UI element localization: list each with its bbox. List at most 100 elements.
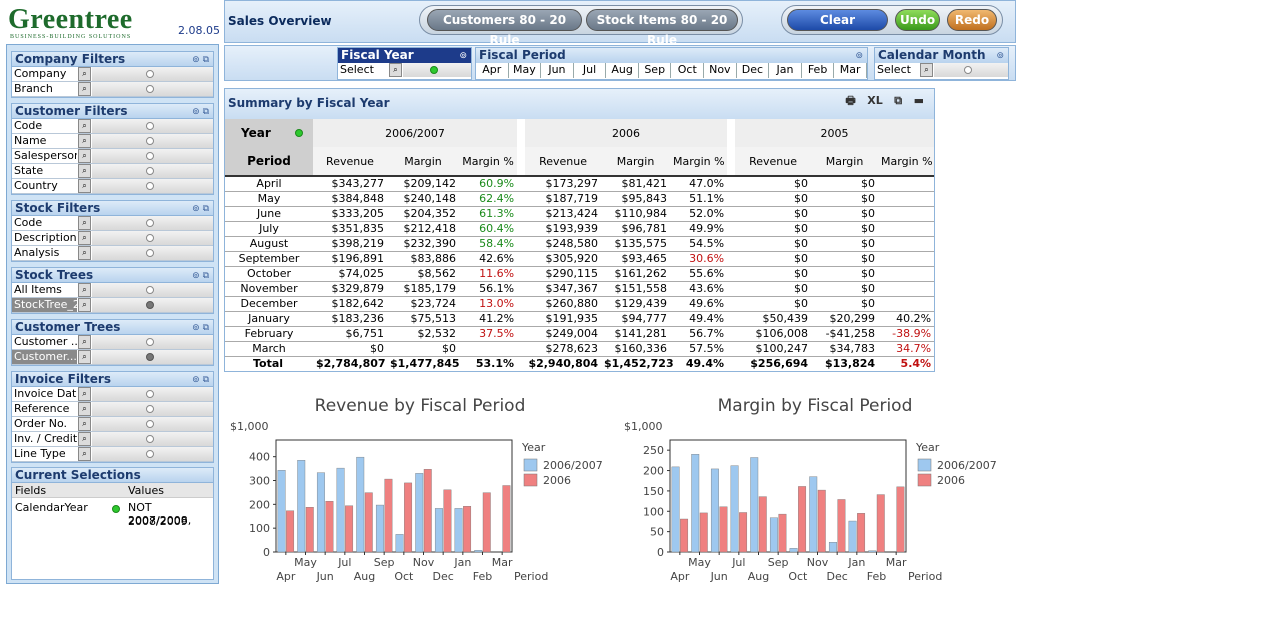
- header-icons[interactable]: ⊚ ⧉: [192, 375, 209, 385]
- filter-row[interactable]: Analysis ⌕: [12, 246, 213, 261]
- filter-row[interactable]: Branch ⌕: [12, 82, 213, 97]
- year-col-2006[interactable]: 2006: [525, 119, 728, 147]
- table-row[interactable]: February $6,751 $2,532 37.5% $249,004 $141,28…: [225, 326, 935, 342]
- period-cell: Total: [225, 355, 313, 371]
- legend-title: Year: [915, 441, 940, 454]
- search-icon[interactable]: ⌕: [389, 63, 402, 77]
- margin-cell: $1,477,845: [387, 355, 460, 371]
- undo-button[interactable]: Undo: [895, 9, 940, 31]
- print-icon[interactable]: 🖶: [845, 94, 856, 107]
- minimize-icon[interactable]: ▬: [913, 94, 924, 107]
- table-row[interactable]: June $333,205 $204,352 61.3% $213,424 $110,98…: [225, 206, 935, 222]
- search-icon[interactable]: ⌕: [78, 164, 91, 178]
- search-icon[interactable]: ⌕: [78, 67, 91, 81]
- month-jul[interactable]: Jul: [574, 63, 607, 78]
- filter-row[interactable]: Company ⌕: [12, 67, 213, 82]
- revenue-cell: $260,880: [525, 296, 602, 312]
- search-icon[interactable]: ⌕: [78, 82, 91, 96]
- fiscal-period-header-icon[interactable]: ⊚: [855, 51, 863, 61]
- table-row[interactable]: November $329,879 $185,179 56.1% $347,367 $15…: [225, 281, 935, 297]
- search-icon[interactable]: ⌕: [78, 283, 91, 297]
- margin-cell: $232,390: [387, 236, 459, 252]
- filter-row[interactable]: Salesperson ⌕: [12, 149, 213, 164]
- month-apr[interactable]: Apr: [476, 63, 509, 78]
- table-row[interactable]: July $351,835 $212,418 60.4% $193,939 $96,781…: [225, 221, 935, 237]
- search-icon[interactable]: ⌕: [78, 149, 91, 163]
- revenue-cell: $351,835: [313, 221, 387, 237]
- header-icons[interactable]: ⊚ ⧉: [192, 204, 209, 214]
- search-icon[interactable]: ⌕: [78, 417, 91, 431]
- customers-80-20-button[interactable]: Customers 80 - 20 Rule: [427, 9, 582, 47]
- bar: [809, 476, 818, 553]
- header-icons[interactable]: ⊚ ⧉: [192, 55, 209, 65]
- filter-row[interactable]: Code ⌕: [12, 216, 213, 231]
- filter-row[interactable]: Order No. ⌕: [12, 417, 213, 432]
- filter-row[interactable]: Description ⌕: [12, 231, 213, 246]
- excel-export-icon[interactable]: XL: [867, 94, 883, 107]
- redo-button[interactable]: Redo: [947, 9, 997, 31]
- filter-row[interactable]: Reference ⌕: [12, 402, 213, 417]
- table-row[interactable]: August $398,219 $232,390 58.4% $248,580 $135,…: [225, 236, 935, 252]
- header-icons[interactable]: ⊚ ⧉: [192, 107, 209, 117]
- search-icon[interactable]: ⌕: [78, 335, 91, 349]
- filter-row[interactable]: Line Type ⌕: [12, 447, 213, 462]
- filter-row[interactable]: Customer ... ⌕: [12, 335, 213, 350]
- month-aug[interactable]: Aug: [606, 63, 639, 78]
- filter-row[interactable]: Code ⌕: [12, 119, 213, 134]
- filter-row[interactable]: All Items ⌕: [12, 283, 213, 298]
- search-icon[interactable]: ⌕: [78, 402, 91, 416]
- year-col-2005[interactable]: 2005: [735, 119, 935, 147]
- header-icons[interactable]: ⊚ ⧉: [192, 323, 209, 333]
- search-icon[interactable]: ⌕: [78, 134, 91, 148]
- search-icon[interactable]: ⌕: [78, 350, 91, 364]
- search-icon[interactable]: ⌕: [78, 231, 91, 245]
- search-icon[interactable]: ⌕: [78, 387, 91, 401]
- fiscal-year-header-icon[interactable]: ⊚: [459, 51, 467, 61]
- selection-row[interactable]: CalendarYear NOT 2007/2008, 2008/2009: [12, 498, 213, 530]
- search-icon[interactable]: ⌕: [78, 119, 91, 133]
- calendar-month-header-icon[interactable]: ⊚: [996, 51, 1004, 61]
- fiscal-year-select[interactable]: Select ⌕: [338, 63, 471, 78]
- table-row[interactable]: December $182,642 $23,724 13.0% $260,880 $129…: [225, 296, 935, 312]
- search-icon[interactable]: ⌕: [78, 447, 91, 461]
- header-icons[interactable]: ⊚ ⧉: [192, 271, 209, 281]
- filter-row[interactable]: Customer... ⌕: [12, 350, 213, 365]
- table-row[interactable]: May $384,848 $240,148 62.4% $187,719 $95,843 5…: [225, 191, 935, 207]
- month-jan[interactable]: Jan: [769, 63, 802, 78]
- month-mar[interactable]: Mar: [834, 63, 867, 78]
- table-row[interactable]: January $183,236 $75,513 41.2% $191,935 $94,7…: [225, 311, 935, 327]
- search-icon[interactable]: ⌕: [78, 298, 91, 312]
- year-col-2006-2007[interactable]: 2006/2007: [313, 119, 518, 147]
- search-icon[interactable]: ⌕: [78, 246, 91, 260]
- month-feb[interactable]: Feb: [802, 63, 835, 78]
- month-may[interactable]: May: [509, 63, 542, 78]
- table-row[interactable]: April $343,277 $209,142 60.9% $173,297 $81,42…: [225, 176, 935, 192]
- filter-row[interactable]: Invoice Date ⌕: [12, 387, 213, 402]
- table-row[interactable]: March $0 $0 $278,623 $160,336 57.5% $100,247 $3…: [225, 341, 935, 357]
- filter-row[interactable]: State ⌕: [12, 164, 213, 179]
- stock-items-80-20-button[interactable]: Stock Items 80 - 20 Rule: [586, 9, 738, 47]
- month-nov[interactable]: Nov: [704, 63, 737, 78]
- search-icon[interactable]: ⌕: [78, 179, 91, 193]
- y-tick-label: 250: [643, 444, 664, 457]
- table-row[interactable]: October $74,025 $8,562 11.6% $290,115 $161,26…: [225, 266, 935, 282]
- y-tick-label: 50: [650, 526, 664, 539]
- clear-button[interactable]: Clear: [787, 9, 888, 31]
- search-icon[interactable]: ⌕: [920, 63, 933, 77]
- month-oct[interactable]: Oct: [671, 63, 705, 78]
- month-jun[interactable]: Jun: [541, 63, 574, 78]
- filter-row[interactable]: StockTree_2 ⌕: [12, 298, 213, 313]
- table-row[interactable]: Total $2,784,807 $1,477,845 53.1% $2,940,804…: [225, 355, 935, 371]
- filter-row[interactable]: Country ⌕: [12, 179, 213, 194]
- filter-row[interactable]: Name ⌕: [12, 134, 213, 149]
- filter-row[interactable]: Inv. / Credit ⌕: [12, 432, 213, 447]
- copy-icon[interactable]: ⧉: [894, 94, 903, 107]
- search-icon[interactable]: ⌕: [78, 432, 91, 446]
- search-icon[interactable]: ⌕: [78, 216, 91, 230]
- margin-cell: $2,532: [387, 326, 459, 342]
- month-dec[interactable]: Dec: [737, 63, 770, 78]
- month-sep[interactable]: Sep: [639, 63, 672, 78]
- calendar-month-select[interactable]: Select ⌕: [875, 63, 1008, 78]
- table-row[interactable]: September $196,891 $83,886 42.6% $305,920 $93…: [225, 251, 935, 267]
- revenue-cell: $193,939: [525, 221, 602, 237]
